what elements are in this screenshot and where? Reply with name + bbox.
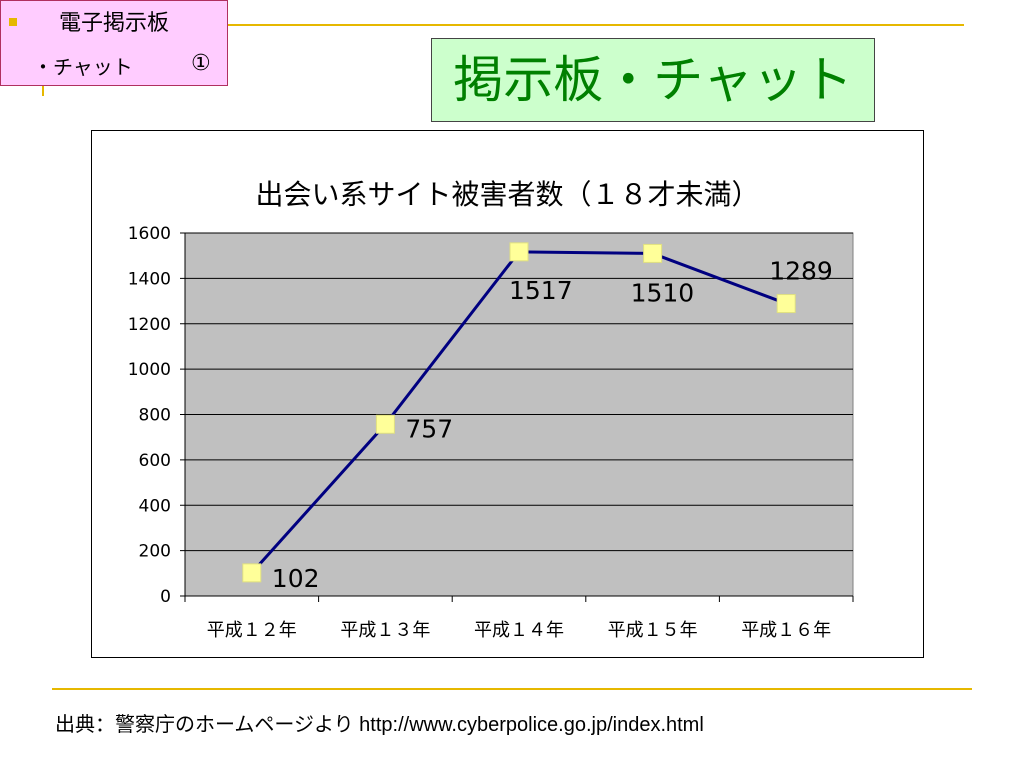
x-tick-label: 平成１２年 (207, 620, 297, 641)
chart-frame: 出会い系サイト被害者数（１８才未満） 0 200 400 600 800 1000 1200… (91, 130, 924, 658)
y-tick-label: 400 (139, 496, 171, 516)
x-tick-label: 平成１６年 (741, 620, 831, 641)
line-chart: 0 200 400 600 800 1000 1200 1400 1600 平成１２年 平成１３年 平… (128, 224, 854, 641)
source-label: 出典：警察庁のホームページより (55, 714, 354, 736)
data-label: 1517 (509, 276, 573, 305)
y-tick-label: 600 (139, 451, 171, 471)
bottom-divider (52, 688, 972, 690)
y-tick-label: 1600 (128, 224, 171, 244)
data-point-marker (375, 414, 395, 434)
data-point-marker (643, 243, 663, 263)
y-tick-label: 800 (139, 406, 171, 426)
section-title-line1: 電子掲示板 (59, 11, 170, 36)
data-point-marker (242, 563, 262, 583)
y-tick-label: 0 (160, 587, 171, 607)
x-tick-label: 平成１５年 (608, 620, 698, 641)
y-tick-label: 1400 (128, 269, 171, 289)
top-divider (228, 24, 964, 26)
data-label: 1289 (769, 257, 833, 286)
section-title-line2: ・チャット (33, 55, 133, 79)
data-point-marker (509, 242, 529, 262)
chart-title: 出会い系サイト被害者数（１８才未満） (255, 178, 760, 211)
source-citation: 出典：警察庁のホームページより http://www.cyberpolice.g… (55, 708, 704, 737)
y-tick-label: 1200 (128, 315, 171, 335)
data-point-marker (776, 294, 796, 314)
y-tick-label: 200 (139, 542, 171, 562)
x-tick-label: 平成１４年 (474, 620, 564, 641)
y-tick-label: 1000 (128, 360, 171, 380)
slide-title: 掲示板・チャット (453, 51, 853, 109)
data-label: 1510 (631, 278, 695, 307)
data-label: 757 (405, 414, 453, 443)
section-header-box: 電子掲示板 ・チャット ① (0, 0, 228, 86)
x-tick-label: 平成１３年 (340, 620, 430, 641)
left-tick-mark (42, 86, 44, 96)
bullet-icon (9, 18, 17, 26)
source-url: http://www.cyberpolice.go.jp/index.html (359, 714, 704, 736)
data-label: 102 (272, 564, 320, 593)
section-number: ① (191, 51, 211, 76)
slide-title-box: 掲示板・チャット (431, 38, 875, 122)
